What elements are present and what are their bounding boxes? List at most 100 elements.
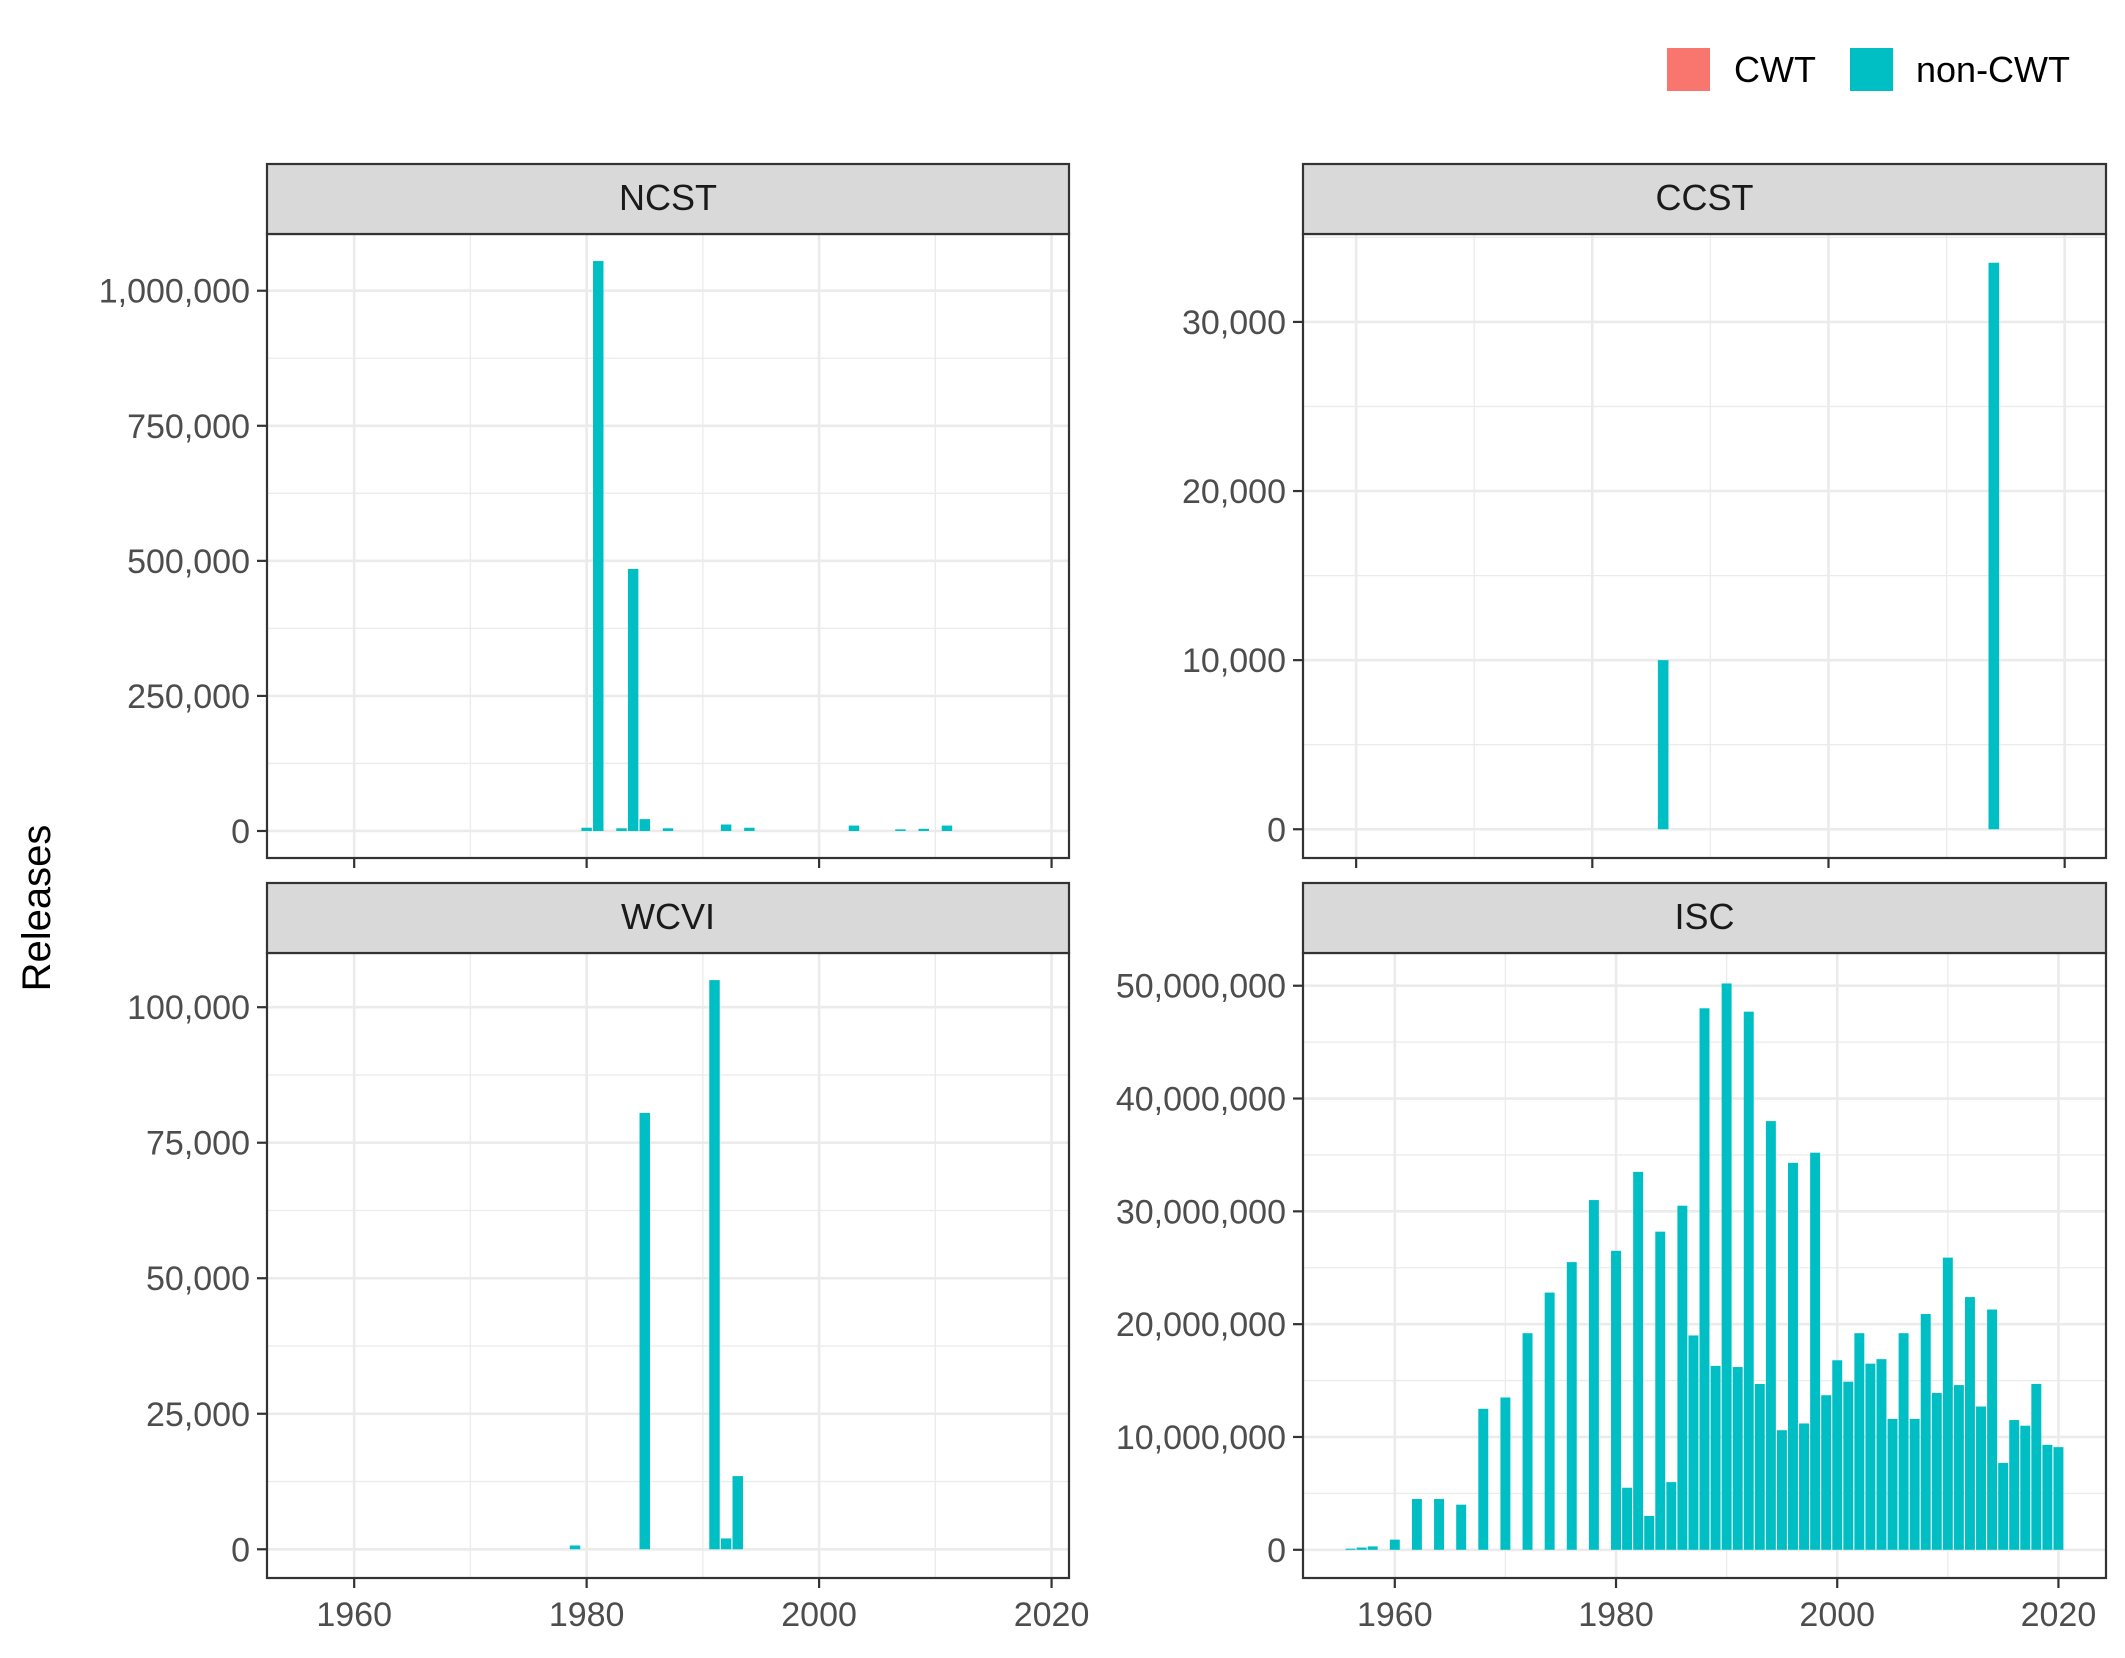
y-tick-label: 0 [231,1531,250,1569]
bar [1644,1515,1655,1550]
bar [581,827,592,831]
bar [569,1545,581,1550]
bar [744,827,755,831]
bar [616,828,627,831]
bar [639,1112,650,1550]
facet-panel-ncst: NCST 0 250,000 500,000 750,000 1,000,000 [99,162,1071,868]
facet-strip [1301,881,2108,955]
facet-strip-label: CCST [1656,177,1754,218]
x-tick-label: 1960 [1357,1596,1433,1634]
bar [1456,1504,1467,1550]
y-tick-label: 0 [1267,1532,1286,1570]
facet-strip [1301,162,2108,236]
bar [1688,1335,1699,1550]
bar [1865,1363,1876,1550]
bar [1931,1392,1942,1550]
bar [1655,1231,1666,1550]
facet-panel-isc: ISC 0 10,000,000 20,000,000 30,000,000 40,000… [1116,881,2108,1634]
bar [1810,1152,1821,1550]
bar [895,829,906,831]
legend-label: CWT [1734,49,1816,90]
x-tick-label: 1960 [316,1596,392,1634]
y-tick-label: 50,000,000 [1116,968,1286,1006]
bar [1920,1314,1931,1550]
y-tick-label: 20,000 [1182,473,1286,511]
bar [732,1476,743,1550]
bar [2042,1444,2053,1550]
bar [1942,1257,1953,1550]
facet-panel-wcvi: WCVI 0 25,000 50,000 75,000 100,000 1960 1980 20… [127,881,1089,1634]
bar [1765,1121,1776,1550]
bar [1898,1333,1909,1550]
bar [2031,1383,2042,1550]
facet-panels: NCST 0 250,000 500,000 750,000 1,000,000 CCST 0… [99,162,2108,1634]
bar [1710,1365,1721,1550]
y-tick-label: 25,000 [146,1396,250,1434]
facet-strip-label: WCVI [621,896,715,937]
bar [1743,1011,1754,1550]
bar [1887,1418,1898,1550]
bar [627,568,639,831]
y-tick-label: 100,000 [127,989,250,1027]
bar [1799,1423,1810,1550]
plot-background [1303,234,2106,858]
bar [1657,660,1669,830]
bar [1754,1383,1765,1550]
x-tick-label: 1980 [549,1596,625,1634]
bar [1677,1205,1688,1550]
bar [662,828,674,831]
bar [1522,1333,1533,1550]
bar [2009,1420,2020,1550]
plot-background [267,234,1069,858]
bar [1544,1292,1555,1550]
bar [1832,1360,1843,1550]
bar [1964,1297,1975,1550]
bar [1876,1359,1887,1550]
bar [918,828,929,831]
legend-swatch-cwt [1667,48,1710,91]
y-tick-label: 750,000 [127,408,250,446]
bar [1500,1397,1511,1550]
bar [593,261,604,831]
bar [1633,1171,1644,1550]
plot-background [267,953,1069,1578]
bar [1976,1406,1986,1550]
y-tick-label: 1,000,000 [99,273,250,311]
bar [1588,1200,1599,1550]
x-tick-label: 2000 [1799,1596,1875,1634]
bar [848,825,860,831]
bar [1988,262,2000,830]
facet-strip [265,881,1071,955]
y-tick-label: 50,000 [146,1260,250,1298]
y-tick-label: 30,000,000 [1116,1193,1286,1231]
y-tick-label: 20,000,000 [1116,1306,1286,1344]
bar [1566,1262,1577,1550]
bar [1909,1418,1920,1550]
y-tick-label: 10,000,000 [1116,1419,1286,1457]
bar [1356,1547,1367,1550]
bar [1699,1008,1710,1550]
bar [941,825,953,831]
y-tick-label: 40,000,000 [1116,1081,1286,1119]
y-tick-label: 250,000 [127,678,250,716]
x-tick-label: 2020 [2021,1596,2097,1634]
bar [1666,1482,1677,1550]
bar [1987,1309,1998,1550]
bar [1776,1430,1787,1550]
bar [1721,983,1732,1550]
y-tick-label: 30,000 [1182,304,1286,342]
bar [2020,1425,2031,1550]
facet-strip-label: ISC [1674,896,1734,937]
y-tick-label: 500,000 [127,543,250,581]
y-axis-title: Releases [15,825,59,992]
y-tick-label: 0 [231,813,250,851]
bar [1478,1408,1489,1550]
bar [1367,1546,1378,1550]
bar [1998,1462,2009,1550]
bar [1389,1539,1400,1550]
bar [2053,1447,2064,1550]
y-tick-label: 10,000 [1182,642,1286,680]
bar [1611,1250,1621,1550]
